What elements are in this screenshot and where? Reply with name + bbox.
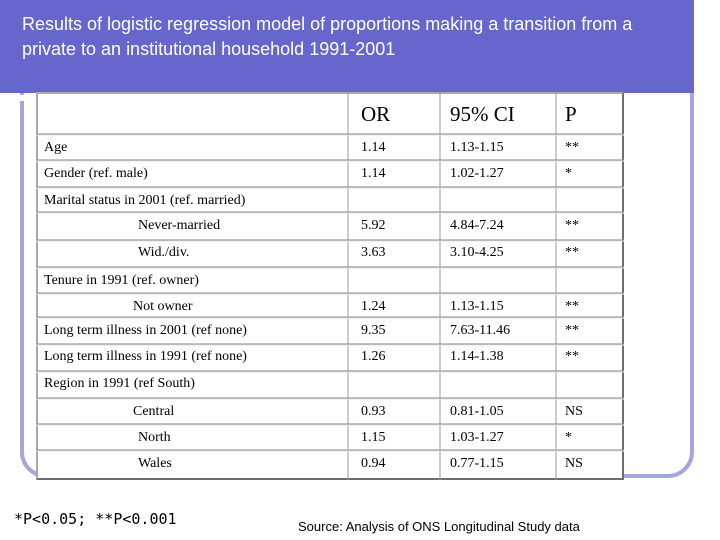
p-value: NS [565, 456, 583, 471]
odds-ratio-value: 1.14 [361, 140, 386, 155]
confidence-interval-value: 4.84-7.24 [450, 218, 504, 233]
odds-ratio-value: 1.14 [361, 166, 386, 181]
odds-ratio-value: 0.93 [361, 404, 386, 419]
row-label: Not owner [133, 299, 193, 314]
row-label: Region in 1991 (ref South) [44, 376, 195, 391]
source-note: Source: Analysis of ONS Longitudinal Stu… [298, 519, 580, 534]
row-label: Marital status in 2001 (ref. married) [44, 193, 246, 208]
row-label: Long term illness in 1991 (ref none) [44, 349, 247, 364]
title-banner: Results of logistic regression model of … [0, 0, 694, 93]
confidence-interval-value: 0.81-1.05 [450, 404, 504, 419]
confidence-interval-value: 1.02-1.27 [450, 166, 504, 181]
p-value: NS [565, 404, 583, 419]
odds-ratio-value: 1.24 [361, 299, 386, 314]
column-header-p: P [565, 102, 577, 126]
confidence-interval-value: 7.63-11.46 [450, 323, 511, 338]
column-header-ci: 95% CI [450, 102, 515, 126]
p-value: ** [565, 299, 579, 314]
odds-ratio-value: 0.94 [361, 456, 386, 471]
confidence-interval-value: 1.13-1.15 [450, 299, 504, 314]
row-label: Never-married [138, 218, 221, 233]
row-label: Wales [138, 456, 172, 471]
confidence-interval-value: 1.13-1.15 [450, 140, 504, 155]
row-label: Tenure in 1991 (ref. owner) [44, 273, 199, 288]
row-label: Long term illness in 2001 (ref none) [44, 323, 247, 338]
p-value: * [565, 166, 572, 181]
row-label: Age [44, 140, 68, 155]
odds-ratio-value: 9.35 [361, 323, 386, 338]
row-label: Gender (ref. male) [44, 166, 148, 181]
p-value: ** [565, 140, 579, 155]
p-value: * [565, 430, 572, 445]
row-label: Central [133, 404, 175, 419]
row-label: Wid./div. [138, 245, 190, 260]
column-header-or: OR [361, 102, 391, 126]
significance-footnote: *P<0.05; **P<0.001 [14, 510, 177, 528]
results-table: OR 95% CI P Age 1.14 1.13-1.15 ** Gender (ref. … [36, 92, 624, 480]
p-value: ** [565, 218, 579, 233]
odds-ratio-value: 3.63 [361, 245, 386, 260]
table-grid [36, 92, 624, 480]
odds-ratio-value: 1.26 [361, 349, 386, 364]
odds-ratio-value: 5.92 [361, 218, 386, 233]
p-value: ** [565, 245, 579, 260]
p-value: ** [565, 323, 579, 338]
odds-ratio-value: 1.15 [361, 430, 386, 445]
row-label: North [138, 430, 171, 445]
confidence-interval-value: 3.10-4.25 [450, 245, 504, 260]
confidence-interval-value: 1.03-1.27 [450, 430, 504, 445]
slide-title: Results of logistic regression model of … [22, 14, 633, 59]
confidence-interval-value: 0.77-1.15 [450, 456, 504, 471]
p-value: ** [565, 349, 579, 364]
confidence-interval-value: 1.14-1.38 [450, 349, 504, 364]
